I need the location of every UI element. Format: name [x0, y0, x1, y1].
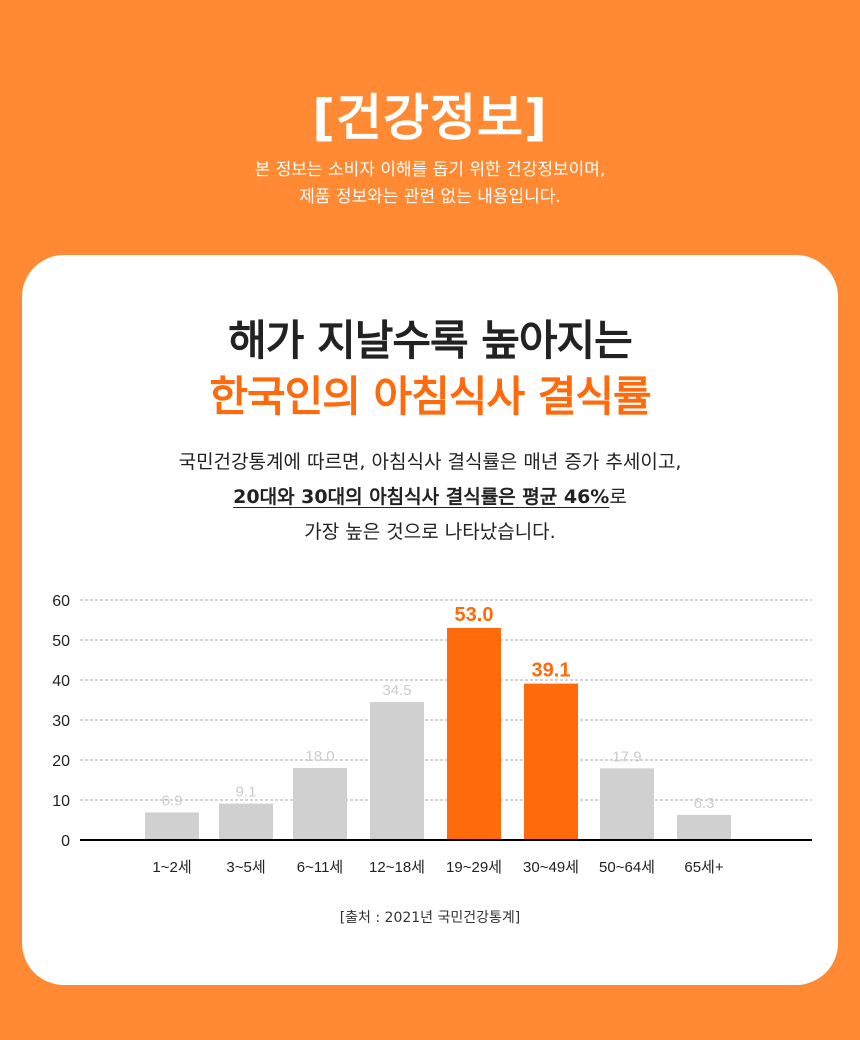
- bar: [145, 812, 199, 840]
- description-line3: 가장 높은 것으로 나타났습니다.: [304, 521, 556, 543]
- header-title: [건강정보]: [312, 89, 548, 147]
- y-tick-label: 60: [52, 593, 70, 610]
- data-label: 53.0: [455, 604, 494, 626]
- data-label: 39.1: [532, 660, 571, 682]
- header-subtitle-line1: 본 정보는 소비자 이해를 돕기 위한 건강정보이며,: [254, 160, 606, 180]
- data-label: 6.3: [694, 795, 715, 812]
- y-tick-label: 10: [52, 793, 70, 810]
- headline-line2: 한국인의 아침식사 결식률: [209, 372, 651, 421]
- y-tick-label: 30: [52, 713, 70, 730]
- headline-line1: 해가 지날수록 높아지는: [228, 316, 633, 365]
- bar: [677, 814, 731, 840]
- x-tick-label: 50~64세: [599, 859, 655, 876]
- description-tail: 로: [609, 486, 627, 508]
- x-tick-label: 3~5세: [226, 859, 265, 876]
- y-tick-label: 20: [52, 753, 70, 770]
- data-label: 34.5: [382, 682, 411, 699]
- description-line1: 국민건강통계에 따르면, 아침식사 결식률은 매년 증가 추세이고,: [178, 451, 682, 473]
- x-tick-label: 1~2세: [152, 859, 191, 876]
- bar: [370, 702, 424, 840]
- bar: [524, 683, 578, 840]
- x-tick-label: 12~18세: [369, 859, 425, 876]
- x-tick-label: 65세+: [684, 859, 723, 876]
- bar: [293, 768, 347, 840]
- header-subtitle-line2: 제품 정보와는 관련 없는 내용입니다.: [299, 187, 561, 207]
- info-card: 해가 지날수록 높아지는 한국인의 아침식사 결식률 국민건강통계에 따르면, …: [22, 255, 838, 985]
- data-label: 18.0: [305, 748, 334, 765]
- bar: [447, 628, 501, 840]
- bar-chart: 0 10 20 30 40 50 60 6.9 1~2세 9.1 3~5세 18.0 6~11세 34.5…: [52, 593, 812, 876]
- x-tick-label: 6~11세: [297, 859, 343, 876]
- bar: [600, 768, 654, 840]
- description-highlight: 20대와 30대의 아침식사 결식률은 평균 46%: [233, 486, 610, 508]
- y-tick-label: 0: [61, 833, 70, 850]
- source-note: [출처 : 2021년 국민건강통계]: [339, 910, 521, 926]
- x-tick-label: 19~29세: [446, 859, 502, 876]
- data-label: 6.9: [162, 792, 183, 809]
- x-tick-label: 30~49세: [523, 859, 579, 876]
- data-label: 17.9: [612, 748, 641, 765]
- bar: [219, 803, 273, 840]
- y-tick-label: 50: [52, 633, 70, 650]
- data-label: 9.1: [236, 784, 257, 801]
- description-line2: 20대와 30대의 아침식사 결식률은 평균 46%로: [22, 482, 838, 509]
- y-tick-label: 40: [52, 673, 70, 690]
